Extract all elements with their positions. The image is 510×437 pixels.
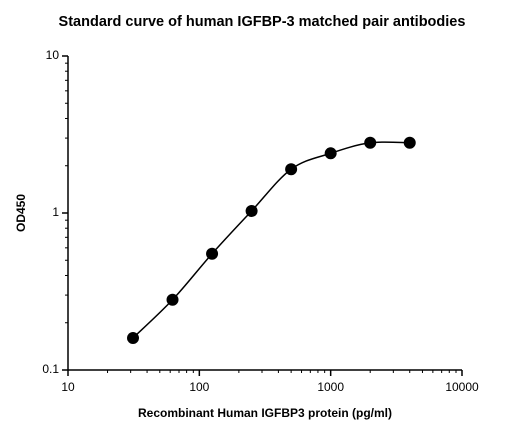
data-point [285, 163, 298, 176]
x-tick-label: 10 [61, 380, 75, 394]
data-point [245, 204, 258, 217]
data-point [324, 147, 337, 160]
data-point [206, 247, 219, 260]
chart-title: Standard curve of human IGFBP-3 matched … [59, 14, 466, 30]
data-point [403, 136, 416, 149]
x-tick-label: 100 [189, 380, 209, 394]
y-tick-label: 10 [46, 48, 60, 62]
y-tick-label: 0.1 [42, 362, 59, 376]
fit-curve [132, 141, 410, 339]
data-point [166, 293, 179, 306]
y-tick-label: 1 [52, 205, 59, 219]
x-axis-title: Recombinant Human IGFBP3 protein (pg/ml) [138, 406, 392, 420]
x-tick-label: 1000 [317, 380, 344, 394]
x-tick-label: 10000 [445, 380, 479, 394]
data-point [364, 136, 377, 149]
data-point [126, 331, 139, 344]
y-axis-title: OD450 [14, 194, 28, 232]
